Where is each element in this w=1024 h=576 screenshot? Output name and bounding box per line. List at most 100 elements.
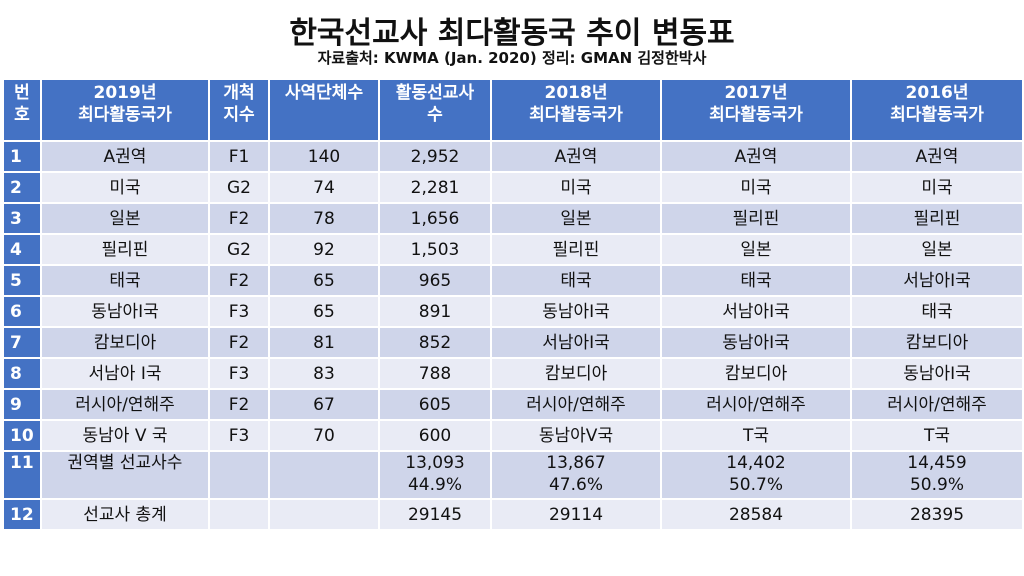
table-cell: 13,867 47.6% bbox=[490, 450, 662, 500]
row-number: 5 bbox=[2, 264, 42, 297]
cell-line: 14,402 bbox=[726, 453, 786, 473]
cell-line: 번 bbox=[14, 83, 30, 103]
table-cell: 2,952 bbox=[378, 140, 492, 173]
table-cell: 일본 bbox=[660, 233, 852, 266]
cell-line: 2016년 bbox=[905, 83, 969, 103]
table-cell: 동남아I국 bbox=[660, 326, 852, 359]
row-number: 4 bbox=[2, 233, 42, 266]
table-cell: 14,459 50.9% bbox=[850, 450, 1024, 500]
table-cell: 필리핀 bbox=[850, 202, 1024, 235]
table-cell: T국 bbox=[850, 419, 1024, 452]
table-cell: T국 bbox=[660, 419, 852, 452]
table-cell: A권역 bbox=[660, 140, 852, 173]
table-row: 1 A권역 F1 140 2,952 A권역 A권역 A권역 bbox=[2, 140, 1024, 173]
table-cell: 태국 bbox=[40, 264, 210, 297]
table-cell: 캄보디아 bbox=[40, 326, 210, 359]
cell-line: 50.7% bbox=[728, 475, 783, 495]
table-cell: F3 bbox=[208, 419, 270, 452]
table-cell: 29114 bbox=[490, 498, 662, 531]
cell-line: 지수 bbox=[223, 105, 255, 125]
table-cell: 67 bbox=[268, 388, 380, 421]
table-row: 8 서남아 I국 F3 83 788 캄보디아 캄보디아 동남아I국 bbox=[2, 357, 1024, 390]
table-row: 12 선교사 총계 29145 29114 28584 28395 bbox=[2, 498, 1024, 531]
table: 번 호 2019년 최다활동국가 개척 지수 사역단체수 활동선교사 수 2018년 최다활동국가 2… bbox=[2, 78, 1024, 531]
cell-line: 호 bbox=[14, 105, 30, 125]
table-cell: 28395 bbox=[850, 498, 1024, 531]
table-cell bbox=[208, 450, 270, 500]
table-cell: 미국 bbox=[850, 171, 1024, 204]
table-cell: 동남아I국 bbox=[40, 295, 210, 328]
row-number: 8 bbox=[2, 357, 42, 390]
table-cell: 65 bbox=[268, 264, 380, 297]
row-number: 12 bbox=[2, 498, 42, 531]
row-number: 10 bbox=[2, 419, 42, 452]
table-cell: 81 bbox=[268, 326, 380, 359]
cell-line: 수 bbox=[427, 105, 443, 125]
table-cell: 83 bbox=[268, 357, 380, 390]
table-cell: 동남아I국 bbox=[850, 357, 1024, 390]
column-header: 2018년 최다활동국가 bbox=[490, 78, 662, 142]
table-cell: 29145 bbox=[378, 498, 492, 531]
table-row: 4 필리핀 G2 92 1,503 필리핀 일본 일본 bbox=[2, 233, 1024, 266]
header-row: 번 호 2019년 최다활동국가 개척 지수 사역단체수 활동선교사 수 2018년 최다활동국가 2… bbox=[2, 78, 1024, 142]
table-cell: A권역 bbox=[40, 140, 210, 173]
table-row: 3 일본 F2 78 1,656 일본 필리핀 필리핀 bbox=[2, 202, 1024, 235]
table-cell bbox=[208, 498, 270, 531]
table-cell: 캄보디아 bbox=[490, 357, 662, 390]
table-cell: F3 bbox=[208, 357, 270, 390]
table-cell: 미국 bbox=[660, 171, 852, 204]
cell-line: 활동선교사 bbox=[395, 83, 475, 103]
row-number: 1 bbox=[2, 140, 42, 173]
table-cell: 미국 bbox=[40, 171, 210, 204]
table-cell: 선교사 총계 bbox=[40, 498, 210, 531]
table-cell: 74 bbox=[268, 171, 380, 204]
cell-line: 2017년 bbox=[724, 83, 788, 103]
table-cell bbox=[268, 450, 380, 500]
table-row: 5 태국 F2 65 965 태국 태국 서남아I국 bbox=[2, 264, 1024, 297]
column-header: 활동선교사 수 bbox=[378, 78, 492, 142]
row-number: 7 bbox=[2, 326, 42, 359]
table-cell: 65 bbox=[268, 295, 380, 328]
table-row: 11 권역별 선교사수 13,093 44.9% 13,867 47.6% 14,402 50… bbox=[2, 450, 1024, 500]
table-row: 7 캄보디아 F2 81 852 서남아I국 동남아I국 캄보디아 bbox=[2, 326, 1024, 359]
cell-line: 사역단체수 bbox=[284, 83, 364, 103]
table-row: 9 러시아/연해주 F2 67 605 러시아/연해주 러시아/연해주 러시아/연해주 bbox=[2, 388, 1024, 421]
row-number: 6 bbox=[2, 295, 42, 328]
cell-line: 14,459 bbox=[907, 453, 967, 473]
cell-line: 44.9% bbox=[407, 475, 462, 495]
title: 한국선교사 최다활동국 추이 변동표 bbox=[289, 16, 735, 51]
table-cell: F2 bbox=[208, 264, 270, 297]
table-cell: F1 bbox=[208, 140, 270, 173]
table-cell: 동남아V국 bbox=[490, 419, 662, 452]
table-cell: 2,281 bbox=[378, 171, 492, 204]
table-cell: 캄보디아 bbox=[850, 326, 1024, 359]
cell-line: 2019년 bbox=[93, 83, 157, 103]
table-cell: 캄보디아 bbox=[660, 357, 852, 390]
row-number: 2 bbox=[2, 171, 42, 204]
cell-line: 13,093 bbox=[405, 453, 465, 473]
column-header: 2019년 최다활동국가 bbox=[40, 78, 210, 142]
row-number: 11 bbox=[2, 450, 42, 500]
table-row: 2 미국 G2 74 2,281 미국 미국 미국 bbox=[2, 171, 1024, 204]
table-cell: 태국 bbox=[490, 264, 662, 297]
table-cell: G2 bbox=[208, 171, 270, 204]
table-cell: A권역 bbox=[850, 140, 1024, 173]
table-cell: 28584 bbox=[660, 498, 852, 531]
table-cell: 러시아/연해주 bbox=[490, 388, 662, 421]
column-header: 2017년 최다활동국가 bbox=[660, 78, 852, 142]
table-cell: 852 bbox=[378, 326, 492, 359]
column-header: 사역단체수 bbox=[268, 78, 380, 142]
table-cell: 14,402 50.7% bbox=[660, 450, 852, 500]
row-number: 9 bbox=[2, 388, 42, 421]
table-cell: F2 bbox=[208, 326, 270, 359]
table-cell: 1,503 bbox=[378, 233, 492, 266]
table-cell: 600 bbox=[378, 419, 492, 452]
table-cell: 필리핀 bbox=[40, 233, 210, 266]
table-cell: 965 bbox=[378, 264, 492, 297]
table-cell: 태국 bbox=[850, 295, 1024, 328]
cell-line: 최다활동국가 bbox=[709, 105, 803, 125]
table-cell: 891 bbox=[378, 295, 492, 328]
table-cell: G2 bbox=[208, 233, 270, 266]
